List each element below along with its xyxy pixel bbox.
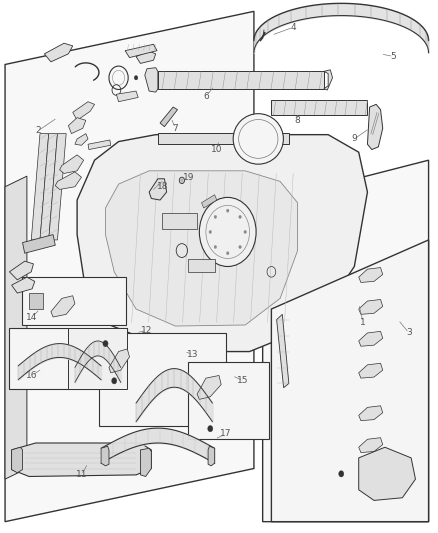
Bar xyxy=(162,213,197,229)
Polygon shape xyxy=(106,171,297,326)
Polygon shape xyxy=(359,406,383,421)
Polygon shape xyxy=(73,102,95,120)
Circle shape xyxy=(244,230,247,233)
Polygon shape xyxy=(51,296,75,317)
Circle shape xyxy=(134,76,138,80)
Polygon shape xyxy=(208,446,215,466)
Text: 18: 18 xyxy=(156,182,168,191)
Text: 10: 10 xyxy=(211,145,223,154)
Polygon shape xyxy=(359,438,383,453)
Polygon shape xyxy=(31,134,49,240)
Polygon shape xyxy=(101,446,109,466)
Polygon shape xyxy=(10,261,33,280)
Circle shape xyxy=(208,425,213,432)
Text: 2: 2 xyxy=(35,126,41,135)
Polygon shape xyxy=(44,43,73,62)
Circle shape xyxy=(214,245,217,248)
Circle shape xyxy=(226,209,229,212)
Polygon shape xyxy=(359,364,383,378)
Text: 1: 1 xyxy=(360,318,366,327)
Bar xyxy=(21,277,127,325)
Text: 4: 4 xyxy=(290,23,296,32)
Bar xyxy=(29,293,43,309)
Text: 15: 15 xyxy=(237,376,249,385)
Polygon shape xyxy=(263,160,428,522)
Bar xyxy=(99,333,226,426)
Polygon shape xyxy=(201,195,217,208)
Polygon shape xyxy=(5,11,254,522)
Polygon shape xyxy=(160,107,177,127)
Bar xyxy=(188,259,215,272)
Circle shape xyxy=(209,230,212,233)
Polygon shape xyxy=(141,448,151,477)
Text: 11: 11 xyxy=(76,471,87,479)
Polygon shape xyxy=(125,44,157,58)
Polygon shape xyxy=(40,134,57,240)
Bar xyxy=(272,100,367,115)
Text: 13: 13 xyxy=(187,350,198,359)
Text: 3: 3 xyxy=(406,328,412,337)
Circle shape xyxy=(214,215,217,219)
Text: 8: 8 xyxy=(295,116,300,125)
Polygon shape xyxy=(197,375,221,399)
Polygon shape xyxy=(109,349,130,373)
Circle shape xyxy=(339,471,344,477)
Text: 7: 7 xyxy=(173,124,178,133)
Polygon shape xyxy=(117,91,138,102)
Text: 12: 12 xyxy=(141,326,153,335)
Circle shape xyxy=(226,252,229,255)
Polygon shape xyxy=(145,68,158,92)
Polygon shape xyxy=(149,179,166,200)
Text: 16: 16 xyxy=(26,371,38,380)
Bar xyxy=(158,133,289,144)
Polygon shape xyxy=(5,176,27,479)
Text: 19: 19 xyxy=(183,173,194,182)
Text: 6: 6 xyxy=(203,92,209,101)
Polygon shape xyxy=(12,277,35,293)
Circle shape xyxy=(239,245,241,248)
Circle shape xyxy=(179,177,184,183)
Polygon shape xyxy=(12,447,22,473)
Text: 17: 17 xyxy=(220,430,231,439)
Text: 9: 9 xyxy=(351,134,357,143)
Bar xyxy=(10,328,127,389)
Polygon shape xyxy=(22,235,55,253)
Polygon shape xyxy=(60,155,84,173)
Polygon shape xyxy=(12,443,151,477)
Bar xyxy=(188,362,269,439)
Polygon shape xyxy=(49,134,66,240)
Polygon shape xyxy=(68,118,86,134)
Ellipse shape xyxy=(233,114,283,164)
Polygon shape xyxy=(136,51,155,63)
Polygon shape xyxy=(359,447,416,500)
Polygon shape xyxy=(88,140,111,150)
Polygon shape xyxy=(359,300,383,314)
Polygon shape xyxy=(367,104,383,150)
Bar xyxy=(158,71,324,89)
Text: 5: 5 xyxy=(391,52,396,61)
Circle shape xyxy=(199,197,256,266)
Circle shape xyxy=(112,377,117,384)
Polygon shape xyxy=(277,314,289,387)
Polygon shape xyxy=(55,172,81,189)
Polygon shape xyxy=(359,268,383,282)
Circle shape xyxy=(239,215,241,219)
Bar xyxy=(68,328,127,389)
Polygon shape xyxy=(324,70,332,90)
Circle shape xyxy=(103,341,108,347)
Polygon shape xyxy=(75,134,88,146)
Polygon shape xyxy=(272,240,428,522)
Polygon shape xyxy=(359,332,383,346)
Polygon shape xyxy=(77,135,367,352)
Text: 14: 14 xyxy=(26,312,38,321)
